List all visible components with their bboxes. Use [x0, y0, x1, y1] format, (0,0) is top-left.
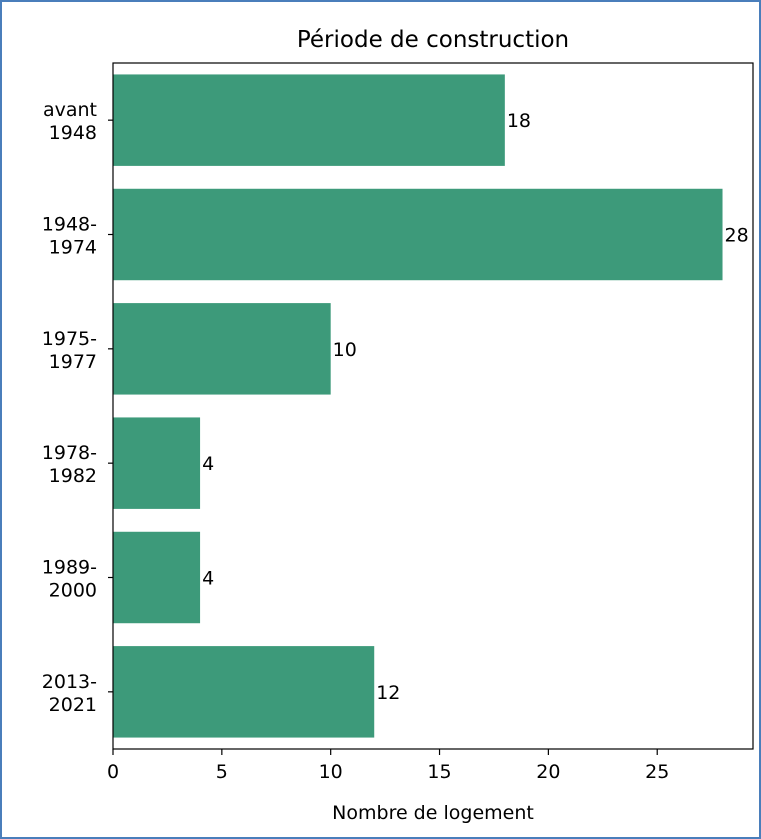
data-label-4: 4 [202, 568, 214, 590]
y-tick-label-1-1: 1974 [49, 237, 97, 259]
y-tick-label-2-0: 1975- [42, 328, 97, 350]
x-tick-label-5: 25 [645, 761, 669, 783]
bar-2 [113, 303, 331, 395]
data-label-1: 28 [725, 225, 749, 247]
x-tick-label-1: 5 [216, 761, 228, 783]
data-label-5: 12 [376, 682, 400, 704]
data-label-3: 4 [202, 453, 214, 475]
bar-0 [113, 74, 505, 166]
data-label-0: 18 [507, 110, 531, 132]
bar-3 [113, 417, 201, 509]
bar-5 [113, 646, 375, 738]
y-tick-label-0-0: avant [43, 99, 97, 121]
bar-1 [113, 188, 723, 281]
y-tick-label-2-1: 1977 [49, 351, 97, 373]
x-tick-label-2: 10 [319, 761, 343, 783]
y-tick-label-3-1: 1982 [49, 465, 97, 487]
x-axis-label: Nombre de logement [332, 802, 534, 824]
chart-title: Période de construction [297, 27, 569, 53]
y-tick-label-3-0: 1978- [42, 442, 97, 464]
data-label-2: 10 [333, 339, 357, 361]
plot-area-frame [112, 62, 754, 750]
x-tick-label-4: 20 [536, 761, 560, 783]
y-tick-label-0-1: 1948 [49, 122, 97, 144]
y-tick-label-1-0: 1948- [42, 214, 97, 236]
x-axis: 0 5 10 15 20 25 [107, 749, 669, 783]
y-tick-label-4-1: 2000 [49, 580, 97, 602]
bars-layer [113, 74, 723, 738]
y-tick-label-5-0: 2013- [42, 671, 97, 693]
x-tick-label-3: 15 [427, 761, 451, 783]
bar-4 [113, 531, 201, 624]
data-labels-layer: 18 28 10 4 4 12 [202, 110, 749, 704]
y-tick-label-4-0: 1989- [42, 557, 97, 579]
y-tick-label-5-1: 2021 [49, 694, 97, 716]
x-tick-label-0: 0 [107, 761, 119, 783]
